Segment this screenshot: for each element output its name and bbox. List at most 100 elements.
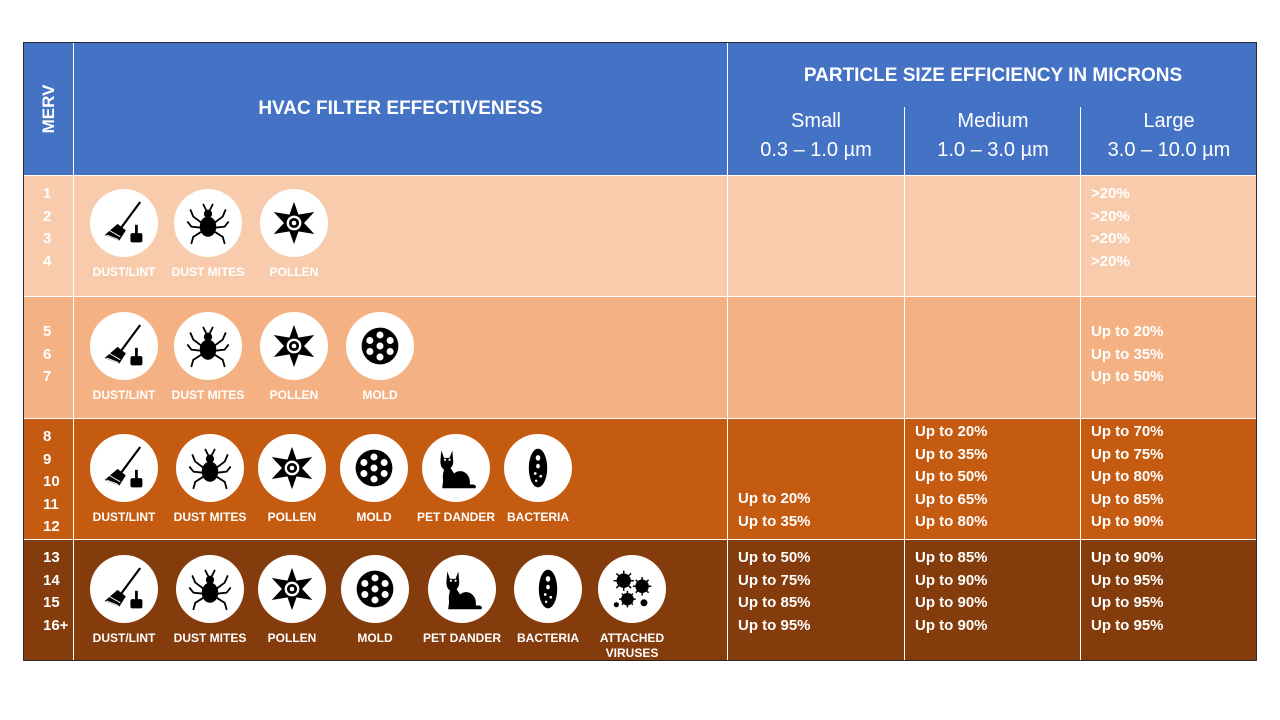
broom-dustpan-icon [90, 434, 158, 502]
size-range: 3.0 – 10.0 µm [1107, 139, 1231, 161]
merv-row: 1 2 3 4 DUST/LINT DUST MITES POLLEN >20% >20% >20… [24, 176, 1256, 296]
contaminant-item: ATTACHED VIRUSES [582, 555, 682, 660]
merv-rating: 3 [43, 230, 52, 247]
merv-rating: 16+ [43, 616, 69, 634]
efficiency-value: Up to 90% [915, 571, 988, 589]
contaminant-item: BACTERIA [498, 555, 598, 646]
grid-line [727, 43, 728, 660]
contaminant-label: DUST/LINT [92, 265, 156, 279]
grid-line [24, 418, 1256, 419]
efficiency-value: Up to 90% [1091, 513, 1164, 530]
cat-icon [428, 555, 496, 623]
grid-line [73, 43, 74, 660]
contaminant-label: DUST MITES [171, 388, 245, 402]
contaminant-icons: DUST/LINT DUST MITES POLLEN MOLD PET DANDER B… [74, 540, 727, 660]
contaminant-label: PET DANDER [416, 510, 495, 524]
contaminant-item: PET DANDER [406, 434, 506, 525]
dust-mite-icon [176, 555, 244, 623]
contaminant-label: DUST/LINT [92, 631, 156, 645]
merv-rating-list: 5 6 7 [43, 321, 51, 389]
efficiency-value: Up to 95% [1091, 571, 1164, 589]
contaminant-label: POLLEN [267, 631, 317, 645]
efficiency-cell-medium: Up to 85% Up to 90% Up to 90% Up to 90% [905, 540, 1081, 660]
contaminant-item: POLLEN [242, 555, 342, 646]
efficiency-cell-small [728, 297, 904, 418]
efficiency-value: Up to 95% [1091, 594, 1164, 611]
contaminant-item: POLLEN [244, 312, 344, 403]
efficiency-value: Up to 80% [1091, 468, 1164, 485]
size-name: Medium [957, 110, 1029, 132]
cat-icon [422, 434, 490, 502]
contaminant-label: DUST/LINT [92, 388, 156, 402]
efficiency-value: Up to 35% [1091, 345, 1164, 363]
efficiency-value: >20% [1091, 252, 1130, 270]
merv-rating: 9 [43, 450, 52, 468]
efficiency-value: Up to 20% [1091, 323, 1164, 340]
efficiency-value: Up to 85% [915, 549, 988, 566]
efficiency-value: Up to 90% [915, 594, 988, 611]
efficiency-value: >20% [1091, 207, 1130, 225]
efficiency-value: Up to 90% [1091, 549, 1164, 566]
efficiency-value: Up to 20% [738, 490, 811, 507]
efficiency-value: Up to 20% [915, 423, 988, 440]
contaminant-item: MOLD [330, 312, 430, 403]
efficiency-cell-medium [905, 297, 1081, 418]
contaminant-item: POLLEN [242, 434, 342, 525]
contaminant-label: POLLEN [269, 388, 319, 402]
contaminant-icons: DUST/LINT DUST MITES POLLEN MOLD [74, 297, 727, 418]
efficiency-value: Up to 35% [738, 512, 811, 530]
bacteria-icon [504, 434, 572, 502]
efficiency-cell-medium [905, 176, 1081, 296]
merv-rating-list: 1 2 3 4 [43, 183, 51, 273]
merv-rating: 13 [43, 549, 60, 566]
merv-header-label: MERV [38, 84, 58, 134]
particle-size-header: PARTICLE SIZE EFFICIENCY IN MICRONS Smal… [728, 43, 1256, 175]
grid-line [24, 296, 1256, 297]
merv-rating: 4 [43, 252, 52, 270]
merv-rating: 12 [43, 518, 60, 535]
contaminant-icons: DUST/LINT DUST MITES POLLEN [74, 176, 727, 296]
size-range: 0.3 – 1.0 µm [760, 139, 872, 161]
contaminant-item: DUST MITES [158, 189, 258, 280]
contaminant-item: DUST MITES [160, 434, 260, 525]
efficiency-value: Up to 50% [738, 549, 811, 566]
size-range: 1.0 – 3.0 µm [937, 139, 1049, 161]
contaminant-item: DUST/LINT [74, 434, 174, 525]
size-col-large: Large 3.0 – 10.0 µm [1081, 107, 1256, 175]
efficiency-value: Up to 50% [915, 468, 988, 485]
merv-rating-list: 13 14 15 16+ [43, 547, 68, 637]
grid-line [24, 175, 1256, 176]
size-col-medium: Medium 1.0 – 3.0 µm [905, 107, 1081, 175]
merv-rating: 2 [43, 207, 52, 225]
dust-mite-icon [176, 434, 244, 502]
mold-spore-icon [341, 555, 409, 623]
grid-line [24, 539, 1256, 540]
efficiency-cell-large: >20% >20% >20% >20% [1081, 176, 1256, 296]
contaminant-label: DUST MITES [173, 510, 247, 524]
size-name: Small [790, 110, 841, 132]
pollen-flower-icon [260, 312, 328, 380]
merv-rating: 7 [43, 368, 52, 385]
efficiency-value: Up to 70% [1091, 423, 1164, 440]
contaminant-label: DUST MITES [171, 265, 245, 279]
efficiency-cell-small: Up to 50% Up to 75% Up to 85% Up to 95% [728, 540, 904, 660]
mold-spore-icon [346, 312, 414, 380]
efficiency-value: Up to 95% [1091, 616, 1164, 634]
efficiency-cell-medium: Up to 20% Up to 35% Up to 50% Up to 65% Up t… [905, 419, 1081, 539]
efficiency-value: Up to 95% [738, 616, 811, 634]
pollen-flower-icon [260, 189, 328, 257]
contaminant-item: MOLD [324, 434, 424, 525]
contaminant-label: BACTERIA [517, 631, 579, 645]
merv-header-cell: MERV [24, 43, 73, 175]
contaminant-label: PET DANDER [422, 631, 501, 645]
efficiency-cell-large: Up to 70% Up to 75% Up to 80% Up to 85% Up t… [1081, 419, 1256, 539]
efficiency-cell-large: Up to 20% Up to 35% Up to 50% [1081, 297, 1256, 418]
efficiency-value: Up to 80% [915, 513, 988, 530]
efficiency-value: Up to 75% [1091, 445, 1164, 463]
contaminant-item: POLLEN [244, 189, 344, 280]
bacteria-icon [514, 555, 582, 623]
merv-chart: MERV HVAC FILTER EFFECTIVENESS PARTICLE … [23, 42, 1257, 661]
effectiveness-header: HVAC FILTER EFFECTIVENESS [74, 43, 727, 175]
virus-icon [598, 555, 666, 623]
merv-rating-list: 8 9 10 11 12 [43, 426, 60, 539]
